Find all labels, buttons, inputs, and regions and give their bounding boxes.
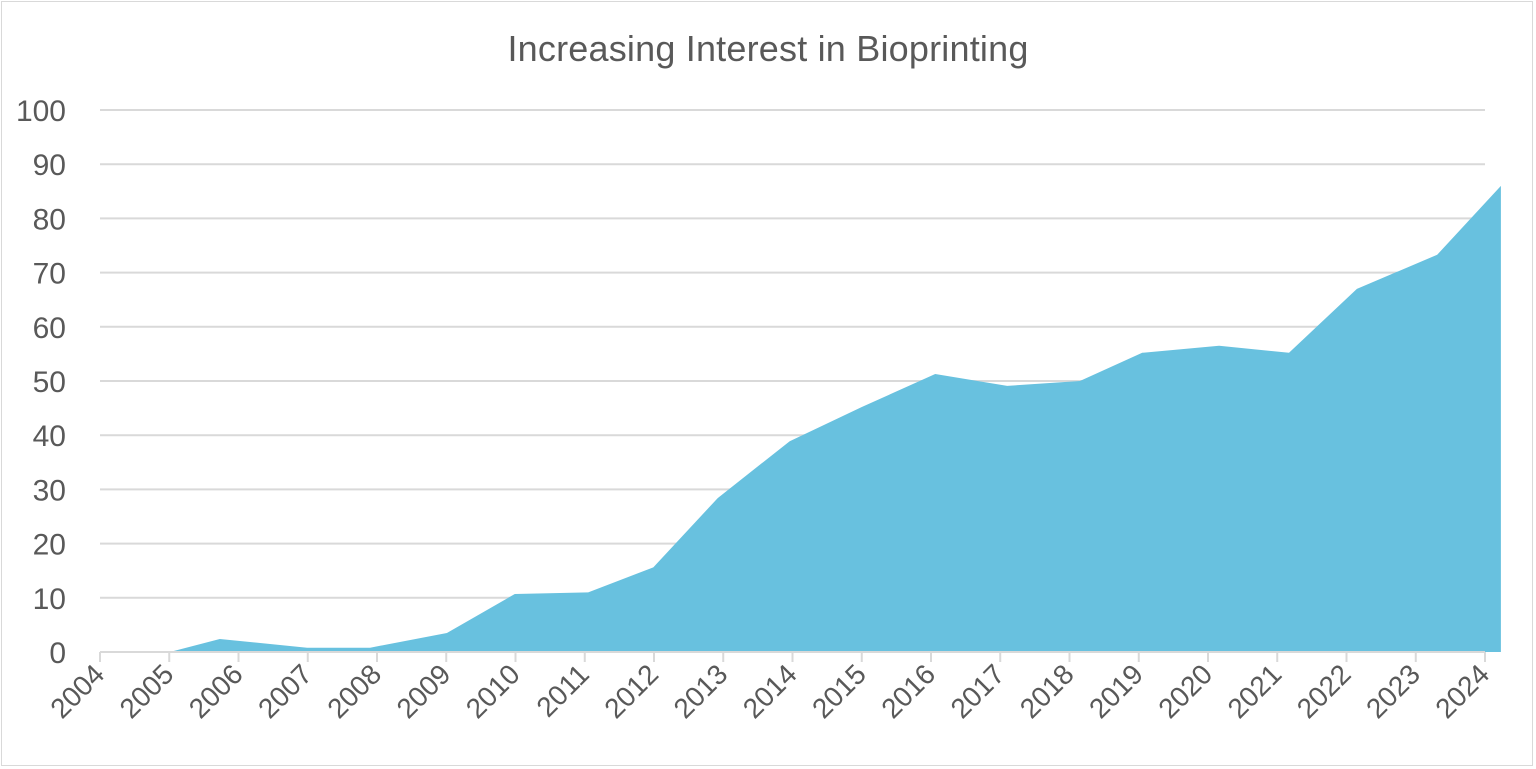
x-tick-label: 2011 <box>530 658 595 723</box>
y-tick-label: 20 <box>33 529 66 562</box>
x-tick-label: 2008 <box>321 658 387 724</box>
area-series <box>169 185 1501 652</box>
area-fill <box>169 185 1501 652</box>
y-tick-label: 10 <box>33 583 66 616</box>
y-axis: 0 10 20 30 40 50 60 70 80 90 100 <box>16 95 66 670</box>
x-tick-label: 2014 <box>737 658 803 724</box>
x-tick-label: 2013 <box>668 658 734 724</box>
chart-title: Increasing Interest in Bioprinting <box>507 28 1029 69</box>
x-tick-label: 2009 <box>391 658 457 724</box>
x-tick-label: 2016 <box>875 658 941 724</box>
y-tick-label: 80 <box>33 203 66 236</box>
x-tick-label: 2005 <box>114 658 180 724</box>
y-tick-label: 30 <box>33 474 66 507</box>
y-tick-label: 90 <box>33 149 66 182</box>
x-tick-label: 2021 <box>1222 658 1288 724</box>
x-tick-label: 2020 <box>1152 658 1218 724</box>
x-tick-label: 2006 <box>183 658 249 724</box>
x-tick-label: 2023 <box>1360 658 1426 724</box>
y-tick-label: 60 <box>33 312 66 345</box>
x-tick-label: 2024 <box>1429 658 1495 724</box>
y-tick-label: 50 <box>33 366 66 399</box>
x-tick-label: 2018 <box>1014 658 1080 724</box>
y-tick-label: 100 <box>16 95 66 128</box>
y-tick-label: 0 <box>49 637 66 670</box>
x-tick-label: 2015 <box>806 658 872 724</box>
y-tick-label: 40 <box>33 420 66 453</box>
x-tick-label: 2019 <box>1083 658 1149 724</box>
x-tick-label: 2007 <box>252 658 318 724</box>
y-tick-label: 70 <box>33 258 66 291</box>
x-tick-label: 2012 <box>598 658 664 724</box>
x-tick-label: 2010 <box>460 658 526 724</box>
x-axis: 2004 2005 2006 2007 2008 2009 2010 2011 2012 2013… <box>44 651 1495 724</box>
x-tick-label: 2017 <box>945 658 1011 724</box>
x-tick-label: 2022 <box>1291 658 1357 724</box>
